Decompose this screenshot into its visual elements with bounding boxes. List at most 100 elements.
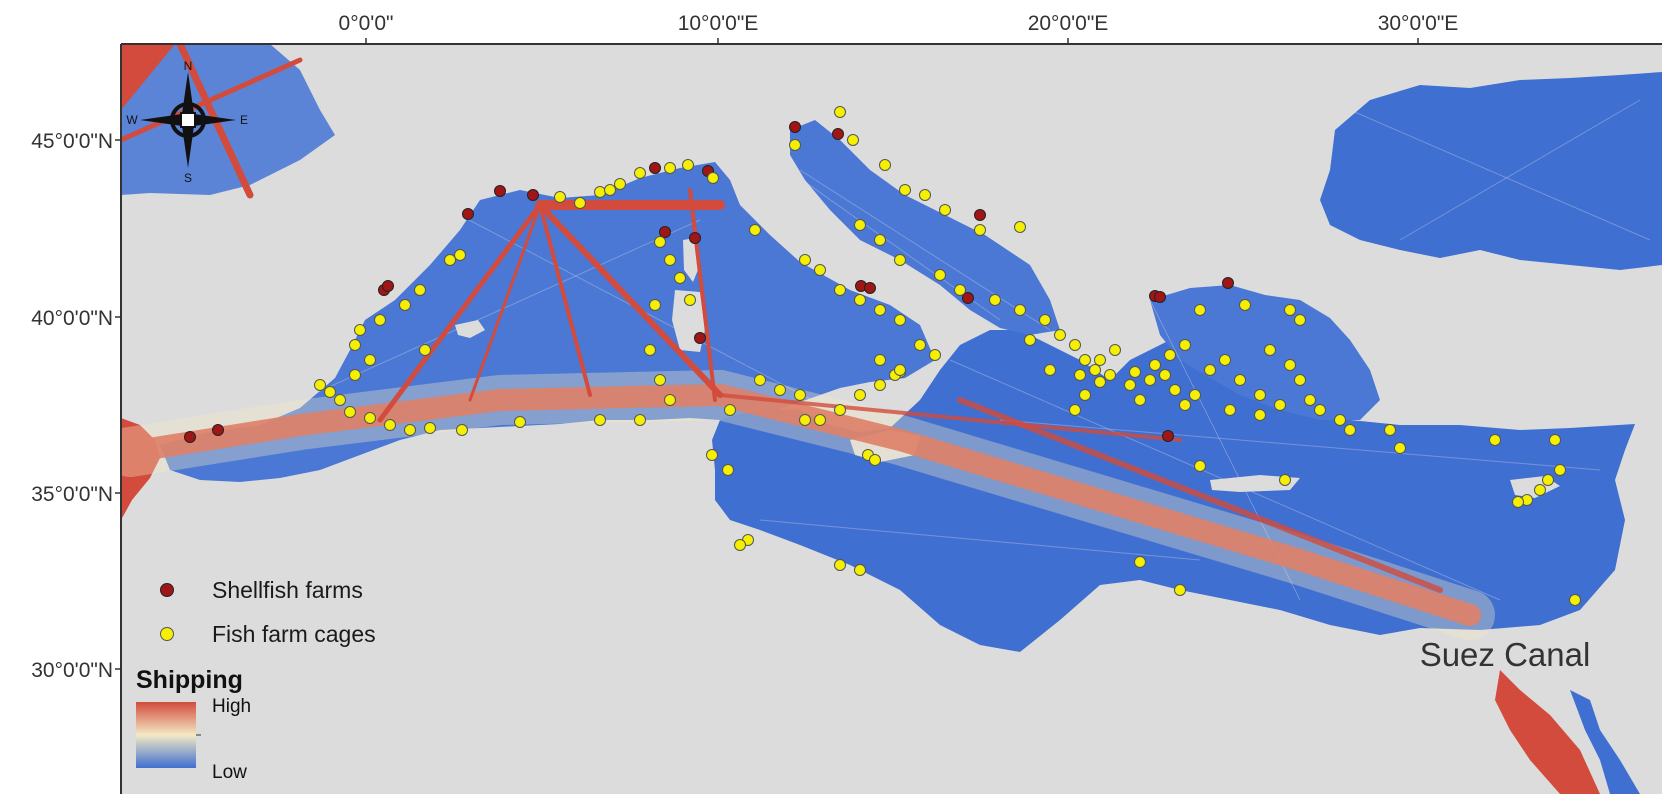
- fish-farm-cage-marker: [684, 294, 696, 306]
- shellfish-farm-marker: [1162, 430, 1174, 442]
- fish-farm-cage-marker: [1074, 369, 1086, 381]
- fish-farm-cage-marker: [1169, 384, 1181, 396]
- fish-farm-cage-marker: [894, 364, 906, 376]
- fish-farm-cage-marker: [1344, 424, 1356, 436]
- compass-n: N: [184, 59, 193, 73]
- fish-farm-cage-marker: [1549, 434, 1561, 446]
- fish-farm-cage-marker: [789, 139, 801, 151]
- legend-shellfish-symbol: [160, 583, 174, 597]
- island-crete: [1210, 475, 1300, 492]
- fish-farm-cage-marker: [1124, 379, 1136, 391]
- fish-farm-cage-marker: [649, 299, 661, 311]
- fish-farm-cage-marker: [1294, 374, 1306, 386]
- fish-farm-cage-marker: [514, 416, 526, 428]
- fish-farm-cage-marker: [1204, 364, 1216, 376]
- legend-fish-cage-label: Fish farm cages: [212, 621, 376, 647]
- fish-farm-cage-marker: [664, 394, 676, 406]
- fish-farm-cage-marker: [1164, 349, 1176, 361]
- fish-farm-cage-marker: [1054, 329, 1066, 341]
- fish-farm-cage-marker: [594, 186, 606, 198]
- lon-tick-0: 0°0'0": [339, 12, 394, 35]
- legend: Shellfish farms Fish farm cages Shipping…: [136, 577, 376, 783]
- lon-tick-10e: 10°0'0"E: [678, 12, 759, 35]
- black-sea: [1320, 72, 1662, 270]
- fish-farm-cage-marker: [384, 419, 396, 431]
- lat-tick-40n: 40°0'0"N: [31, 307, 113, 330]
- fish-farm-cage-marker: [874, 304, 886, 316]
- fish-farm-cage-marker: [1254, 389, 1266, 401]
- fish-farm-cage-marker: [847, 134, 859, 146]
- suez-canal-label: Suez Canal: [1420, 636, 1591, 673]
- fish-farm-cage-marker: [1189, 389, 1201, 401]
- fish-farm-cage-marker: [404, 424, 416, 436]
- fish-farm-cage-marker: [734, 539, 746, 551]
- lat-tick-35n: 35°0'0"N: [31, 483, 113, 506]
- shellfish-farm-marker: [864, 282, 876, 294]
- fish-farm-cage-marker: [869, 454, 881, 466]
- fish-farm-cage-marker: [1534, 484, 1546, 496]
- fish-farm-cage-marker: [594, 414, 606, 426]
- lat-tick-30n: 30°0'0"N: [31, 659, 113, 682]
- fish-farm-cage-marker: [879, 159, 891, 171]
- legend-low-label: Low: [212, 762, 247, 783]
- fish-farm-cage-marker: [722, 464, 734, 476]
- shellfish-farm-marker: [832, 128, 844, 140]
- fish-farm-cage-marker: [794, 389, 806, 401]
- fish-farm-cage-marker: [1254, 409, 1266, 421]
- compass-w: W: [126, 113, 138, 127]
- fish-farm-cage-marker: [1304, 394, 1316, 406]
- fish-farm-cage-marker: [874, 234, 886, 246]
- fish-farm-cage-marker: [934, 269, 946, 281]
- red-sea: [1495, 670, 1600, 794]
- fish-farm-cage-marker: [1179, 399, 1191, 411]
- fish-farm-cage-marker: [1384, 424, 1396, 436]
- fish-farm-cage-marker: [894, 254, 906, 266]
- fish-farm-cage-marker: [1014, 304, 1026, 316]
- shellfish-farm-marker: [974, 209, 986, 221]
- fish-farm-cage-marker: [1554, 464, 1566, 476]
- lon-tick-30e: 30°0'0"E: [1378, 12, 1459, 35]
- fish-farm-cage-marker: [644, 344, 656, 356]
- fish-farm-cage-marker: [1279, 474, 1291, 486]
- fish-farm-cage-marker: [1542, 474, 1554, 486]
- shellfish-farm-marker: [1154, 291, 1166, 303]
- fish-farm-cage-marker: [1094, 354, 1106, 366]
- legend-shipping-ramp: [136, 702, 196, 768]
- shellfish-farm-marker: [1222, 277, 1234, 289]
- fish-farm-cage-marker: [834, 284, 846, 296]
- fish-farm-cage-marker: [1194, 460, 1206, 472]
- fish-farm-cage-marker: [1014, 221, 1026, 233]
- fish-farm-cage-marker: [349, 369, 361, 381]
- fish-farm-cage-marker: [454, 249, 466, 261]
- fish-farm-cage-marker: [349, 339, 361, 351]
- fish-farm-cage-marker: [1489, 434, 1501, 446]
- fish-farm-cage-marker: [1079, 354, 1091, 366]
- legend-shipping-title: Shipping: [136, 666, 243, 694]
- fish-farm-cage-marker: [834, 106, 846, 118]
- fish-farm-cage-marker: [1144, 374, 1156, 386]
- central-eastern-mediterranean: [712, 330, 1635, 652]
- fish-farm-cage-marker: [414, 284, 426, 296]
- shellfish-farm-marker: [659, 226, 671, 238]
- fish-farm-cage-marker: [1314, 404, 1326, 416]
- fish-farm-cage-marker: [1284, 304, 1296, 316]
- fish-farm-cage-marker: [674, 272, 686, 284]
- fish-farm-cage-marker: [874, 354, 886, 366]
- fish-farm-cage-marker: [1274, 399, 1286, 411]
- island-balearic: [455, 320, 485, 338]
- fish-farm-cage-marker: [554, 191, 566, 203]
- fish-farm-cage-marker: [424, 422, 436, 434]
- fish-farm-cage-marker: [364, 354, 376, 366]
- fish-farm-cage-marker: [614, 178, 626, 190]
- fish-farm-cage-marker: [354, 324, 366, 336]
- fish-farm-cage-marker: [1069, 404, 1081, 416]
- fish-farm-cage-marker: [914, 339, 926, 351]
- shellfish-farm-marker: [527, 189, 539, 201]
- fish-farm-cage-marker: [1234, 374, 1246, 386]
- fish-farm-cage-marker: [854, 219, 866, 231]
- fish-farm-cage-marker: [754, 374, 766, 386]
- fish-farm-cage-marker: [444, 254, 456, 266]
- fish-farm-cage-marker: [654, 374, 666, 386]
- fish-farm-cage-marker: [344, 406, 356, 418]
- fish-farm-cage-marker: [604, 184, 616, 196]
